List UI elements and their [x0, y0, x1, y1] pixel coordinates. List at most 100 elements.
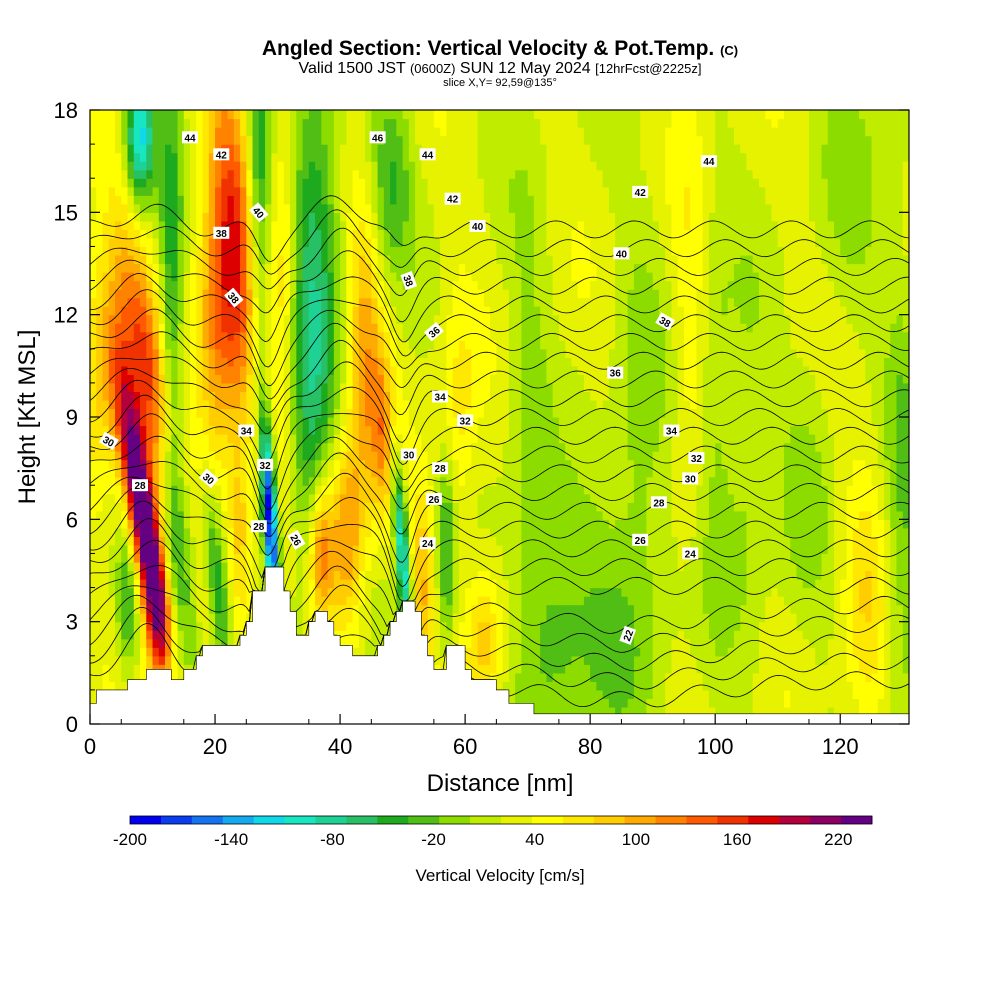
- velocity-cell: [727, 425, 735, 435]
- velocity-cell: [715, 647, 723, 657]
- velocity-cell: [152, 604, 160, 614]
- velocity-cell: [483, 553, 491, 563]
- velocity-cell: [558, 655, 566, 665]
- velocity-cell: [102, 630, 110, 640]
- velocity-cell: [708, 510, 716, 520]
- velocity-cell: [590, 485, 597, 495]
- velocity-cell: [740, 425, 748, 435]
- velocity-cell: [408, 553, 416, 563]
- velocity-cell: [477, 502, 485, 512]
- velocity-cell: [590, 681, 597, 691]
- velocity-cell: [833, 561, 841, 572]
- velocity-cell: [190, 638, 197, 648]
- velocity-cell: [233, 502, 241, 512]
- velocity-cell: [827, 621, 835, 631]
- velocity-cell: [252, 536, 260, 546]
- velocity-cell: [833, 647, 841, 657]
- velocity-cell: [152, 493, 160, 503]
- velocity-cell: [540, 706, 547, 717]
- velocity-cell: [90, 468, 97, 478]
- velocity-cell: [252, 570, 260, 580]
- velocity-cell: [752, 681, 760, 691]
- velocity-cell: [858, 604, 866, 614]
- velocity-cell: [577, 434, 585, 444]
- velocity-cell: [615, 544, 623, 555]
- velocity-cell: [127, 476, 135, 486]
- velocity-cell: [808, 510, 816, 520]
- velocity-cell: [752, 519, 760, 529]
- velocity-cell: [802, 459, 810, 469]
- velocity-cell: [333, 485, 341, 495]
- velocity-cell: [640, 706, 648, 717]
- velocity-cell: [240, 442, 247, 452]
- velocity-cell: [890, 655, 898, 665]
- velocity-cell: [521, 468, 529, 478]
- velocity-cell: [602, 630, 610, 640]
- velocity-cell: [258, 544, 266, 555]
- velocity-cell: [715, 613, 723, 623]
- velocity-cell: [740, 681, 748, 691]
- velocity-cell: [896, 630, 904, 640]
- velocity-cell: [308, 604, 316, 614]
- velocity-cell: [765, 417, 773, 427]
- velocity-cell: [608, 638, 616, 648]
- velocity-cell: [333, 561, 341, 572]
- velocity-cell: [452, 604, 460, 614]
- velocity-cell: [208, 638, 216, 648]
- velocity-cell: [702, 417, 710, 427]
- velocity-cell: [696, 672, 704, 682]
- velocity-cell: [158, 442, 166, 452]
- velocity-cell: [658, 655, 666, 665]
- velocity-cell: [290, 570, 297, 580]
- velocity-cell: [471, 647, 479, 657]
- velocity-cell: [783, 476, 791, 486]
- velocity-cell: [146, 399, 154, 410]
- velocity-cell: [802, 561, 810, 572]
- velocity-cell: [808, 442, 816, 452]
- velocity-cell: [702, 399, 710, 410]
- velocity-cell: [783, 468, 791, 478]
- velocity-cell: [658, 434, 666, 444]
- velocity-cell: [815, 570, 823, 580]
- velocity-cell: [833, 570, 841, 580]
- velocity-cell: [802, 434, 810, 444]
- velocity-cell: [215, 417, 222, 427]
- velocity-cell: [465, 485, 472, 495]
- velocity-cell: [646, 536, 654, 546]
- velocity-cell: [621, 502, 629, 512]
- velocity-cell: [727, 630, 735, 640]
- velocity-cell: [765, 587, 773, 597]
- velocity-cell: [308, 536, 316, 546]
- velocity-cell: [383, 417, 391, 427]
- velocity-cell: [777, 698, 785, 708]
- velocity-cell: [633, 544, 641, 555]
- velocity-cell: [815, 468, 823, 478]
- velocity-cell: [683, 451, 691, 461]
- velocity-cell: [296, 630, 304, 640]
- velocity-cell: [96, 655, 104, 665]
- velocity-cell: [396, 399, 404, 410]
- velocity-cell: [321, 604, 329, 614]
- velocity-cell: [821, 561, 829, 572]
- velocity-cell: [327, 459, 335, 469]
- velocity-cell: [415, 451, 422, 461]
- velocity-cell: [821, 527, 829, 537]
- velocity-cell: [740, 493, 748, 503]
- velocity-cell: [790, 459, 798, 469]
- velocity-cell: [133, 434, 141, 444]
- velocity-cell: [158, 476, 166, 486]
- velocity-cell: [883, 596, 891, 606]
- velocity-cell: [115, 596, 122, 606]
- velocity-cell: [790, 596, 798, 606]
- velocity-cell: [865, 553, 873, 563]
- velocity-cell: [846, 510, 854, 520]
- velocity-cell: [308, 570, 316, 580]
- velocity-cell: [533, 434, 541, 444]
- velocity-cell: [577, 647, 585, 657]
- velocity-cell: [765, 510, 773, 520]
- velocity-cell: [333, 604, 341, 614]
- velocity-cell: [721, 570, 729, 580]
- velocity-cell: [652, 604, 660, 614]
- velocity-cell: [677, 638, 685, 648]
